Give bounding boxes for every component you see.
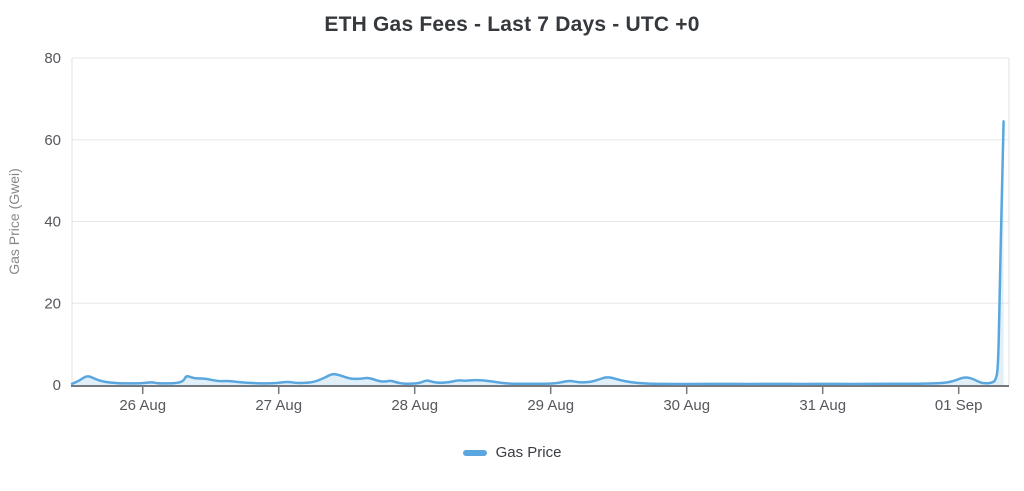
y-axis-title: Gas Price (Gwei) [6, 168, 22, 275]
y-tick-label: 0 [53, 377, 61, 394]
gas-price-line [70, 120, 1005, 386]
x-tick-label: 29 Aug [527, 397, 574, 414]
chart-legend: Gas Price [0, 444, 1024, 461]
x-tick-label: 01 Sep [935, 397, 983, 414]
x-tick-label: 28 Aug [391, 397, 438, 414]
y-tick-label: 40 [44, 214, 61, 231]
x-tick-label: 26 Aug [119, 397, 166, 414]
chart-title: ETH Gas Fees - Last 7 Days - UTC +0 [324, 13, 700, 36]
gas-fees-line-chart[interactable]: Gas Price (Gwei) 0 20 40 60 80 26 Aug 27 Aug 28… [0, 37, 1024, 422]
legend-line-swatch [462, 449, 487, 456]
y-tick-label: 60 [44, 132, 61, 149]
plot-area[interactable] [72, 58, 1009, 385]
y-tick-label: 80 [44, 50, 61, 67]
x-tick-label: 31 Aug [799, 397, 846, 414]
y-tick-label: 20 [44, 295, 61, 312]
x-tick-label: 30 Aug [663, 397, 710, 414]
legend-item-label: Gas Price [495, 444, 562, 461]
legend-item-gas-price[interactable]: Gas Price [462, 444, 562, 461]
x-tick-label: 27 Aug [255, 397, 302, 414]
